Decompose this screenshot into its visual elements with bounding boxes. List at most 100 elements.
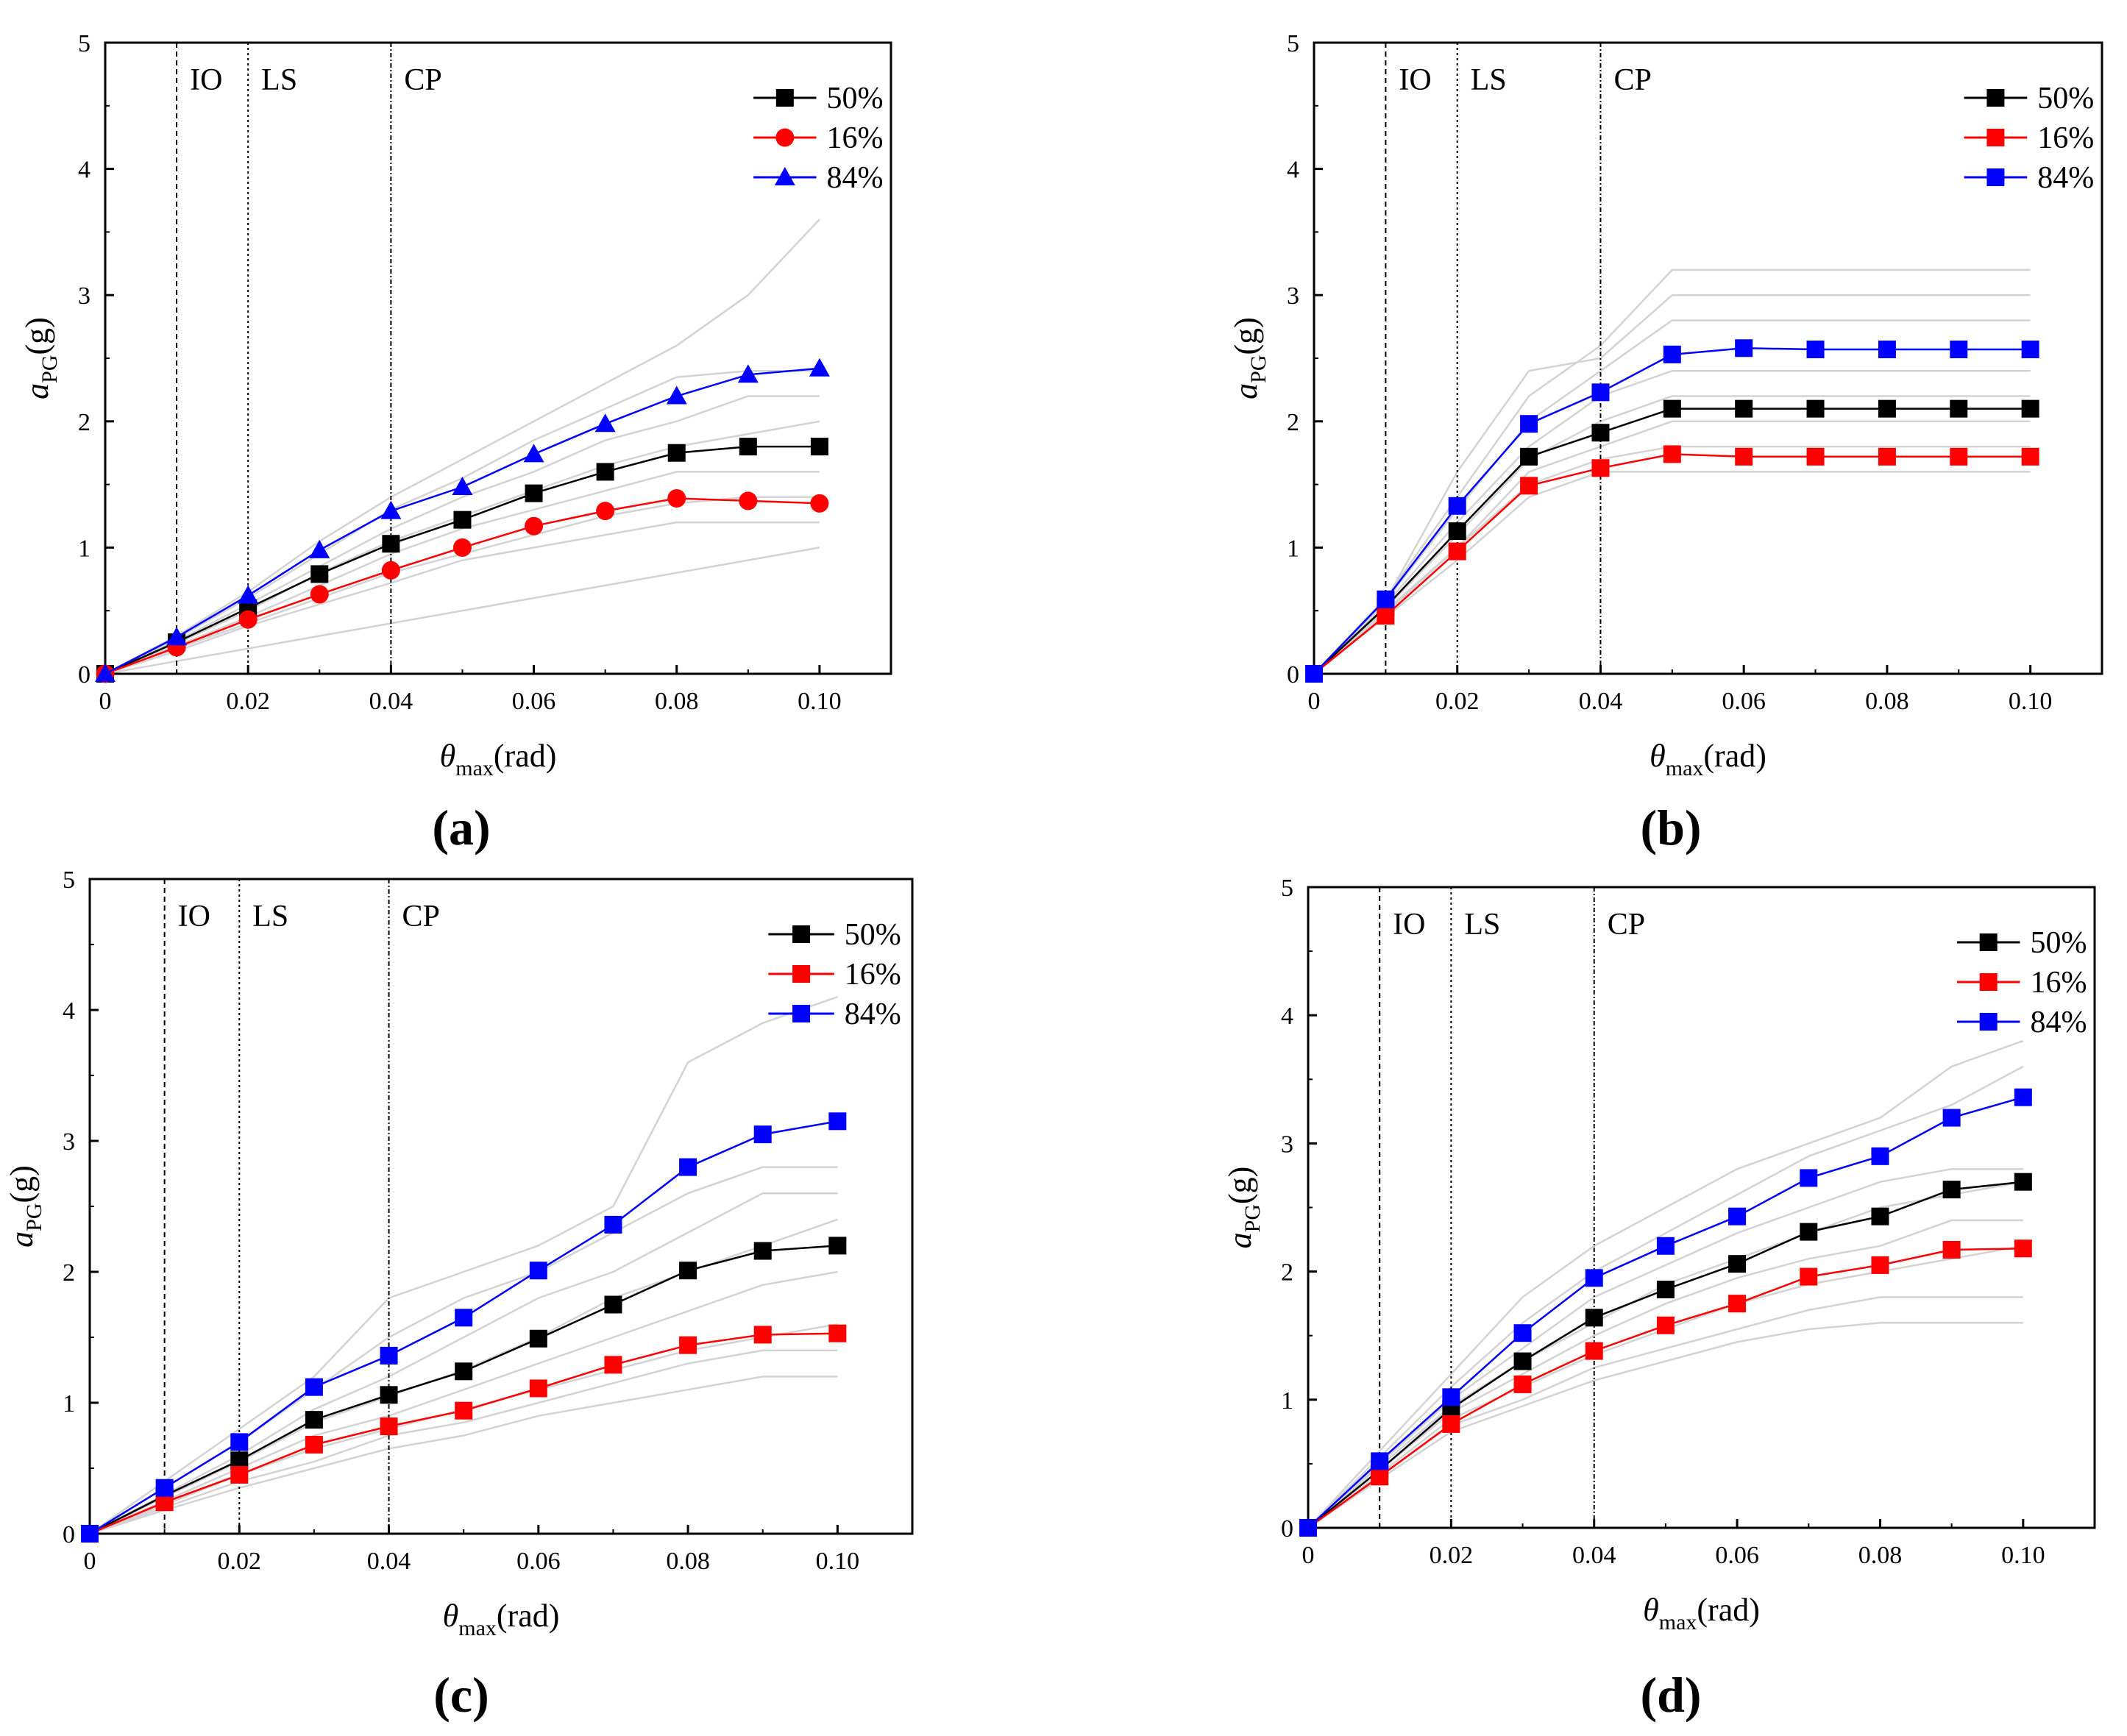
data-point xyxy=(381,561,400,580)
record-curve xyxy=(104,547,820,675)
data-point xyxy=(604,1356,622,1374)
legend-marker xyxy=(775,89,794,107)
y-tick-label: 4 xyxy=(78,157,90,184)
limit-state-label: CP xyxy=(402,900,440,933)
legend-marker xyxy=(1979,933,1998,951)
data-point xyxy=(1663,345,1681,363)
record-curve xyxy=(89,1192,838,1535)
y-tick-label: 5 xyxy=(1281,875,1293,902)
legend-label: 84% xyxy=(845,997,901,1031)
data-point xyxy=(238,610,258,629)
data-point xyxy=(1377,590,1395,608)
data-point xyxy=(1591,383,1610,402)
data-point xyxy=(2021,399,2039,418)
limit-state-label: LS xyxy=(261,63,297,97)
x-axis-unit: (rad) xyxy=(497,1598,560,1634)
legend-label: 16% xyxy=(2030,966,2087,1000)
data-point xyxy=(305,1378,323,1396)
chart-panel: 0 0.02 0.04 0.06 0.08 0.10 0 1 2 3 4 5 IO LS CP 50% 16% 8… xyxy=(1228,30,2103,855)
data-point xyxy=(1305,665,1323,683)
data-point xyxy=(1513,1375,1532,1393)
y-axis-subscript: PG xyxy=(22,1203,46,1231)
record-curve xyxy=(1307,1039,2024,1529)
data-point xyxy=(1950,399,1968,418)
plot-frame xyxy=(88,878,914,1535)
data-point xyxy=(455,1362,473,1381)
y-axis-unit: (g) xyxy=(1222,1167,1258,1204)
data-point xyxy=(523,444,544,463)
data-point xyxy=(1800,1223,1818,1241)
limit-state-label: CP xyxy=(404,63,441,97)
data-point xyxy=(1878,399,1896,418)
data-point xyxy=(166,627,188,646)
x-tick-label: 0.04 xyxy=(1572,1542,1616,1569)
x-tick-label: 0.10 xyxy=(2001,1542,2045,1569)
data-point xyxy=(810,494,829,513)
legend-label: 16% xyxy=(845,958,901,992)
x-axis-unit: (rad) xyxy=(1697,1592,1760,1628)
y-axis-label: aPG(g) xyxy=(1222,1167,1265,1249)
limit-state-label: LS xyxy=(252,900,288,933)
data-point xyxy=(1878,447,1896,466)
limit-state-label: LS xyxy=(1464,908,1500,942)
x-tick-label: 0.06 xyxy=(1722,688,1766,715)
y-axis-unit: (g) xyxy=(4,1165,40,1203)
x-axis-unit: (rad) xyxy=(1703,738,1766,774)
data-point xyxy=(1448,497,1466,515)
y-axis-unit: (g) xyxy=(19,317,55,355)
record-curve xyxy=(89,1323,838,1535)
x-tick-label: 0.06 xyxy=(1715,1542,1759,1569)
x-tick-label: 0.06 xyxy=(512,688,556,715)
y-tick-label: 1 xyxy=(1287,535,1299,562)
record-curve xyxy=(1307,1167,2023,1529)
y-tick-label: 5 xyxy=(78,30,90,57)
data-point xyxy=(2014,1088,2032,1106)
x-axis-subscript: max xyxy=(458,1616,497,1640)
x-tick-label: 0.08 xyxy=(655,688,699,715)
data-point xyxy=(1735,399,1753,418)
data-point xyxy=(753,1242,772,1260)
data-point xyxy=(679,1336,697,1354)
data-point xyxy=(1800,1169,1818,1187)
data-point xyxy=(1728,1255,1747,1273)
data-point xyxy=(2021,340,2039,358)
y-tick-label: 2 xyxy=(78,409,90,436)
data-point xyxy=(305,1411,323,1429)
data-point xyxy=(1950,447,1968,466)
data-point xyxy=(1585,1309,1603,1327)
record-curve xyxy=(104,218,820,675)
data-point xyxy=(1735,447,1753,466)
x-axis-symbol: θ xyxy=(1650,738,1666,774)
y-tick-label: 1 xyxy=(1281,1387,1293,1415)
x-axis-label: θmax(rad) xyxy=(1643,1592,1760,1634)
record-curve xyxy=(104,521,820,675)
limit-state-label: IO xyxy=(178,900,210,933)
data-point xyxy=(1656,1316,1675,1334)
data-point xyxy=(1942,1181,1961,1199)
x-axis-symbol: θ xyxy=(440,738,456,774)
y-axis-subscript: PG xyxy=(38,355,62,383)
y-tick-label: 4 xyxy=(1281,1003,1293,1030)
data-point xyxy=(1806,447,1825,466)
y-tick-label: 3 xyxy=(1281,1131,1293,1158)
data-point xyxy=(380,1346,398,1365)
data-point xyxy=(1806,340,1825,358)
x-tick-label: 0.06 xyxy=(516,1548,561,1575)
legend-marker xyxy=(774,167,795,185)
x-tick-label: 0.04 xyxy=(369,688,413,715)
data-point xyxy=(155,1479,174,1497)
data-point xyxy=(666,385,687,405)
series-line xyxy=(1307,1096,2024,1529)
y-tick-label: 1 xyxy=(78,535,90,562)
y-axis-symbol: a xyxy=(19,383,55,399)
chart-panel: 0 0.02 0.04 0.06 0.08 0.10 0 1 2 3 4 5 IO LS CP 50% 16% 8… xyxy=(1222,875,2096,1723)
panel-caption: (c) xyxy=(433,1667,489,1723)
x-axis-subscript: max xyxy=(455,756,494,780)
chart-panel: 0 0.02 0.04 0.06 0.08 0.10 0 1 2 3 4 5 IO LS CP 50% 16% 8… xyxy=(4,867,914,1723)
data-point xyxy=(809,357,830,377)
x-tick-label: 0.10 xyxy=(816,1548,860,1575)
data-point xyxy=(1520,477,1538,495)
record-curve xyxy=(1313,445,2031,675)
y-tick-label: 0 xyxy=(63,1521,75,1548)
data-point xyxy=(230,1433,249,1451)
